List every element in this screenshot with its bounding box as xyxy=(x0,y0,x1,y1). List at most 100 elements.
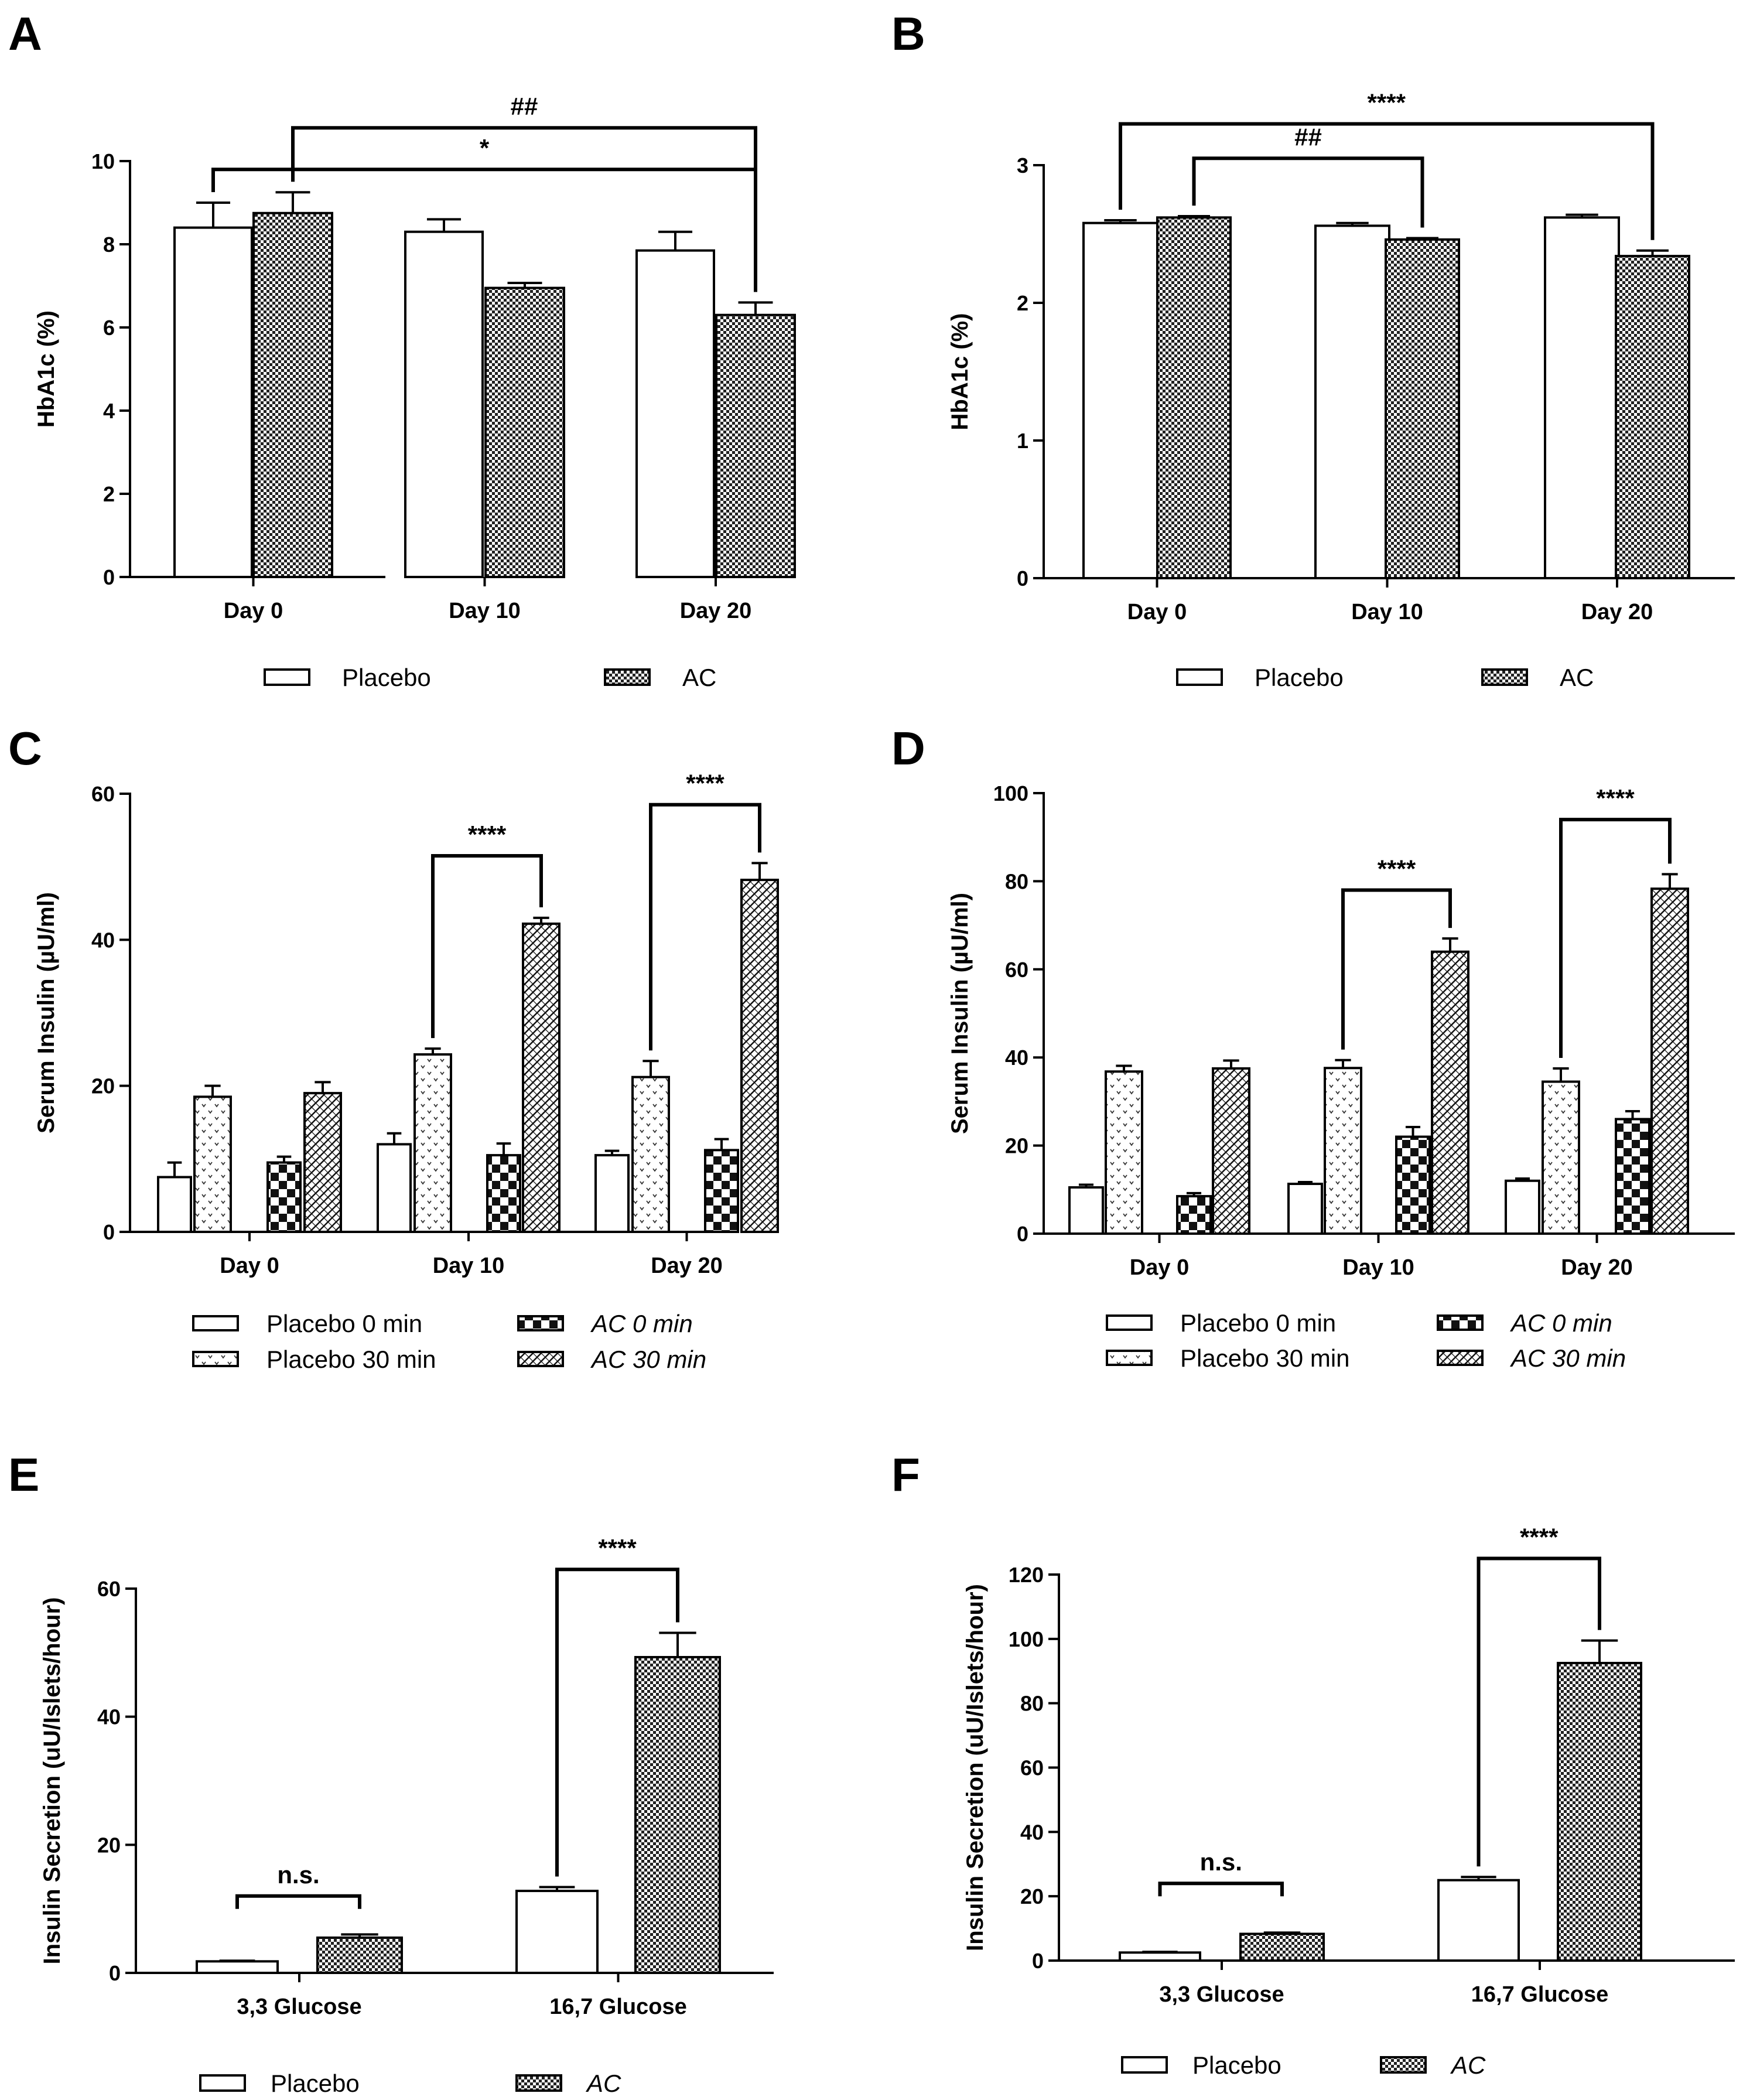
y-tick-label: 20 xyxy=(97,1833,121,1857)
y-tick-label: 1 xyxy=(1017,429,1028,453)
y-tick-label: 0 xyxy=(1017,1222,1028,1246)
bar xyxy=(303,1092,342,1233)
y-tick-label: 0 xyxy=(103,565,115,589)
panel-D: D 0 20 40 60 80 100 Serum Insulin (µU/ml) Day 0 D… xyxy=(891,722,1735,1372)
legend-swatch xyxy=(192,1315,239,1331)
y-tick-label: 0 xyxy=(1017,566,1028,590)
significance-bracket xyxy=(211,168,757,292)
panel-label-F: F xyxy=(891,1449,920,1501)
bar xyxy=(1156,216,1232,579)
y-tick-label: 20 xyxy=(1020,1884,1044,1908)
y-tick-label: 6 xyxy=(103,316,115,340)
legend-swatch xyxy=(1176,668,1223,686)
legend-label: Placebo 0 min xyxy=(266,1310,422,1337)
bar xyxy=(715,313,796,578)
y-tick-label: 60 xyxy=(91,782,115,806)
bar xyxy=(1650,887,1689,1235)
legend-label: AC xyxy=(682,664,716,691)
bar xyxy=(1239,1932,1325,1962)
significance-label: n.s. xyxy=(1200,1848,1242,1876)
y-tick-label: 60 xyxy=(97,1577,121,1601)
y-tick-label: 0 xyxy=(103,1220,115,1244)
bar xyxy=(1068,1186,1104,1235)
bar xyxy=(740,879,779,1233)
legend-label: Placebo xyxy=(1255,664,1344,691)
significance-label: **** xyxy=(1520,1524,1559,1551)
legend-label: Placebo 30 min xyxy=(266,1346,436,1373)
legend-swatch xyxy=(1380,2056,1427,2074)
legend-swatch xyxy=(199,2074,246,2092)
y-tick-label: 60 xyxy=(1005,958,1028,982)
y-tick-label: 4 xyxy=(103,399,115,423)
category-label: Day 10 xyxy=(433,1254,505,1278)
bar xyxy=(157,1176,192,1233)
legend-label: Placebo xyxy=(271,2070,360,2097)
bar xyxy=(1212,1067,1250,1235)
bar xyxy=(1176,1195,1212,1235)
category-label: Day 20 xyxy=(651,1254,723,1278)
bar xyxy=(1324,1067,1362,1235)
legend-swatch xyxy=(517,1315,564,1331)
bar xyxy=(1287,1183,1323,1235)
significance-bracket xyxy=(1192,156,1424,228)
panel-C: C 0 20 40 60 Serum Insulin (µU/ml) Day 0 Day 10… xyxy=(8,722,779,1373)
bar xyxy=(252,211,333,578)
y-tick-label: 40 xyxy=(1020,1820,1044,1844)
bar xyxy=(377,1143,412,1234)
category-label: 3,3 Glucose xyxy=(1159,1982,1284,2007)
significance-label: ## xyxy=(511,93,538,120)
significance-label: **** xyxy=(1368,89,1406,117)
legend-label: AC 30 min xyxy=(1509,1344,1626,1372)
legend-label: Placebo 0 min xyxy=(1180,1309,1336,1337)
category-label: Day 0 xyxy=(220,1254,279,1278)
y-tick-label: 2 xyxy=(103,482,115,506)
y-tick-label: 100 xyxy=(1009,1627,1044,1651)
bar xyxy=(1615,255,1690,580)
bar xyxy=(1395,1135,1431,1235)
y-tick-label: 20 xyxy=(91,1074,115,1098)
category-label: Day 20 xyxy=(1561,1255,1633,1280)
significance-label: **** xyxy=(1596,784,1635,812)
bar xyxy=(1385,238,1460,579)
legend-swatch xyxy=(515,2074,562,2092)
legend-swatch xyxy=(192,1351,239,1367)
panel-label-C: C xyxy=(8,722,42,774)
bar xyxy=(1557,1662,1642,1962)
legend-swatch xyxy=(264,668,310,686)
significance-label: **** xyxy=(1378,855,1416,882)
legend-label: AC 0 min xyxy=(1509,1309,1612,1337)
significance-bracket xyxy=(649,803,761,1051)
y-axis-label: HbA1c (%) xyxy=(33,310,59,428)
y-tick-label: 10 xyxy=(91,149,115,173)
significance-bracket xyxy=(1559,818,1672,1058)
category-label: Day 0 xyxy=(1127,600,1187,624)
y-axis-label: Serum Insulin (µU/ml) xyxy=(947,893,973,1134)
legend-label: Placebo 30 min xyxy=(1180,1344,1350,1372)
legend-label: AC xyxy=(1450,2051,1486,2079)
panel-B: B 0 1 2 3 HbA1c (%) Day 0 Day 10 Day 20 **** ## Pla… xyxy=(891,8,1735,691)
bar xyxy=(486,1154,521,1233)
category-label: 16,7 Glucose xyxy=(549,1995,686,2019)
legend-swatch xyxy=(517,1351,564,1367)
y-axis-label: Insulin Secretion (uU/Islets/hour) xyxy=(962,1584,988,1951)
bar xyxy=(704,1149,739,1233)
legend-swatch xyxy=(1481,668,1528,686)
panel-F: F 0 20 40 60 80 100 120 Insulin Secretion (uU/Is… xyxy=(891,1449,1735,2079)
panel-E: E 0 20 40 60 Insulin Secretion (uU/Islets/hou… xyxy=(8,1449,774,2097)
legend-swatch xyxy=(1121,2056,1168,2074)
significance-label: **** xyxy=(468,821,507,848)
bar xyxy=(594,1154,630,1233)
legend-swatch xyxy=(1437,1314,1484,1331)
y-tick-label: 40 xyxy=(97,1705,121,1729)
significance-bracket xyxy=(431,853,543,1039)
y-tick-label: 8 xyxy=(103,233,115,257)
bar xyxy=(634,1655,721,1974)
significance-label: ## xyxy=(1294,123,1322,151)
significance-label: * xyxy=(480,134,490,162)
bar xyxy=(404,230,484,578)
bar xyxy=(1544,216,1620,579)
y-tick-label: 40 xyxy=(1005,1046,1028,1070)
y-tick-label: 0 xyxy=(1032,1949,1044,1973)
bar xyxy=(631,1075,670,1233)
bar xyxy=(522,922,561,1233)
